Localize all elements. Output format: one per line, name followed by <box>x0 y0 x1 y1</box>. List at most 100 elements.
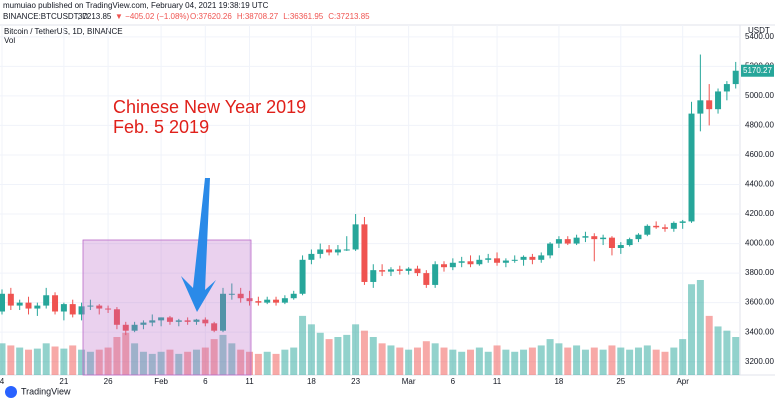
volume-bar <box>714 326 722 375</box>
candle-body <box>732 70 739 85</box>
candle-body <box>211 323 218 331</box>
x-tick-label: 26 <box>104 377 113 386</box>
candle-body <box>113 309 120 325</box>
candle-body <box>34 305 41 309</box>
candle-body <box>69 304 76 315</box>
volume-bar <box>387 345 395 375</box>
candle-body <box>237 293 244 299</box>
volume-bar <box>104 347 112 375</box>
y-tick-label: 3400.00 <box>745 327 774 336</box>
candle-body <box>432 264 439 285</box>
volume-bar <box>60 348 68 375</box>
volume-bar <box>634 347 642 375</box>
x-tick-label: 18 <box>307 377 316 386</box>
candle-body <box>485 258 492 260</box>
volume-bar <box>705 315 713 375</box>
volume-bar <box>352 324 360 375</box>
candle-body <box>131 324 138 331</box>
candle-body <box>343 249 350 251</box>
candle-body <box>423 273 430 285</box>
candle-body <box>78 306 85 315</box>
volume-bar <box>343 334 351 375</box>
candle-body <box>60 304 67 312</box>
volume-bar <box>290 347 298 375</box>
x-tick-label: Feb <box>154 377 168 386</box>
candle-body <box>352 224 359 250</box>
candle-body <box>547 243 554 256</box>
volume-bar <box>219 334 227 375</box>
candle-body <box>379 270 386 272</box>
volume-bar <box>555 343 563 375</box>
candle-body <box>608 237 615 248</box>
y-tick-label: 4800.00 <box>745 121 774 130</box>
volume-bar <box>617 347 625 375</box>
candle-body <box>653 225 660 228</box>
x-tick-label: 11 <box>493 377 502 386</box>
candle-body <box>396 269 403 271</box>
volume-bar <box>564 347 572 375</box>
candle-body <box>405 268 412 271</box>
volume-bar <box>131 343 139 375</box>
candle-body <box>299 259 306 294</box>
candle-body <box>723 84 730 92</box>
price-tag-label: 5170.27 <box>743 66 772 75</box>
price-tag <box>741 64 774 77</box>
candle-body <box>273 299 280 303</box>
candle-body <box>255 301 262 303</box>
candle-body <box>220 293 226 331</box>
candle-body <box>458 261 465 263</box>
candle-body <box>502 260 509 263</box>
candle-body <box>476 259 483 265</box>
volume-bar <box>573 345 581 375</box>
volume-bar <box>732 337 740 375</box>
volume-bar <box>157 351 165 375</box>
last: 37213.85 <box>78 12 112 21</box>
volume-bar <box>431 343 439 375</box>
volume-bar <box>679 339 687 375</box>
x-tick-label: 6 <box>451 377 456 386</box>
candle-body <box>43 295 50 306</box>
volume-bar <box>325 339 333 375</box>
x-tick-label: 25 <box>616 377 625 386</box>
volume-bar <box>590 347 598 375</box>
y-tick-label: 4200.00 <box>745 209 774 218</box>
candle-body <box>140 322 147 325</box>
volume-bar <box>334 337 342 375</box>
y-tick-label: 4400.00 <box>745 180 774 189</box>
volume-bar <box>688 284 696 375</box>
candle-body <box>467 261 474 265</box>
volume-bar <box>166 349 174 375</box>
candle-body <box>166 317 173 322</box>
candle-body <box>122 324 129 331</box>
candle-body <box>635 234 642 240</box>
volume-bar <box>511 351 519 375</box>
volume-bar <box>475 347 483 375</box>
candle-body <box>555 239 562 244</box>
volume-bar <box>520 349 528 375</box>
candle-body <box>193 319 200 322</box>
candle-body <box>326 249 333 253</box>
candle-body <box>0 293 5 312</box>
candle-body <box>706 100 713 110</box>
candle-body <box>149 320 156 323</box>
y-tick-label: 5000.00 <box>745 91 774 100</box>
volume-bar <box>528 347 536 375</box>
arrow <box>181 178 216 312</box>
volume-bar <box>122 332 130 375</box>
volume-bar <box>493 345 501 375</box>
candle-body <box>511 259 518 261</box>
candle-body <box>529 256 536 260</box>
volume-bar <box>378 343 386 375</box>
candle-body <box>591 236 598 240</box>
x-tick-label: 4 <box>0 377 5 386</box>
x-tick-label: 6 <box>203 377 208 386</box>
candle-body <box>96 305 103 309</box>
volume-bar <box>723 330 731 375</box>
ohlc-value: O:37620.26 <box>190 12 232 21</box>
volume-bar <box>670 347 678 375</box>
candle-body <box>52 295 59 312</box>
candle-body <box>308 253 315 260</box>
volume-bar <box>33 348 41 375</box>
candle-body <box>158 317 165 321</box>
